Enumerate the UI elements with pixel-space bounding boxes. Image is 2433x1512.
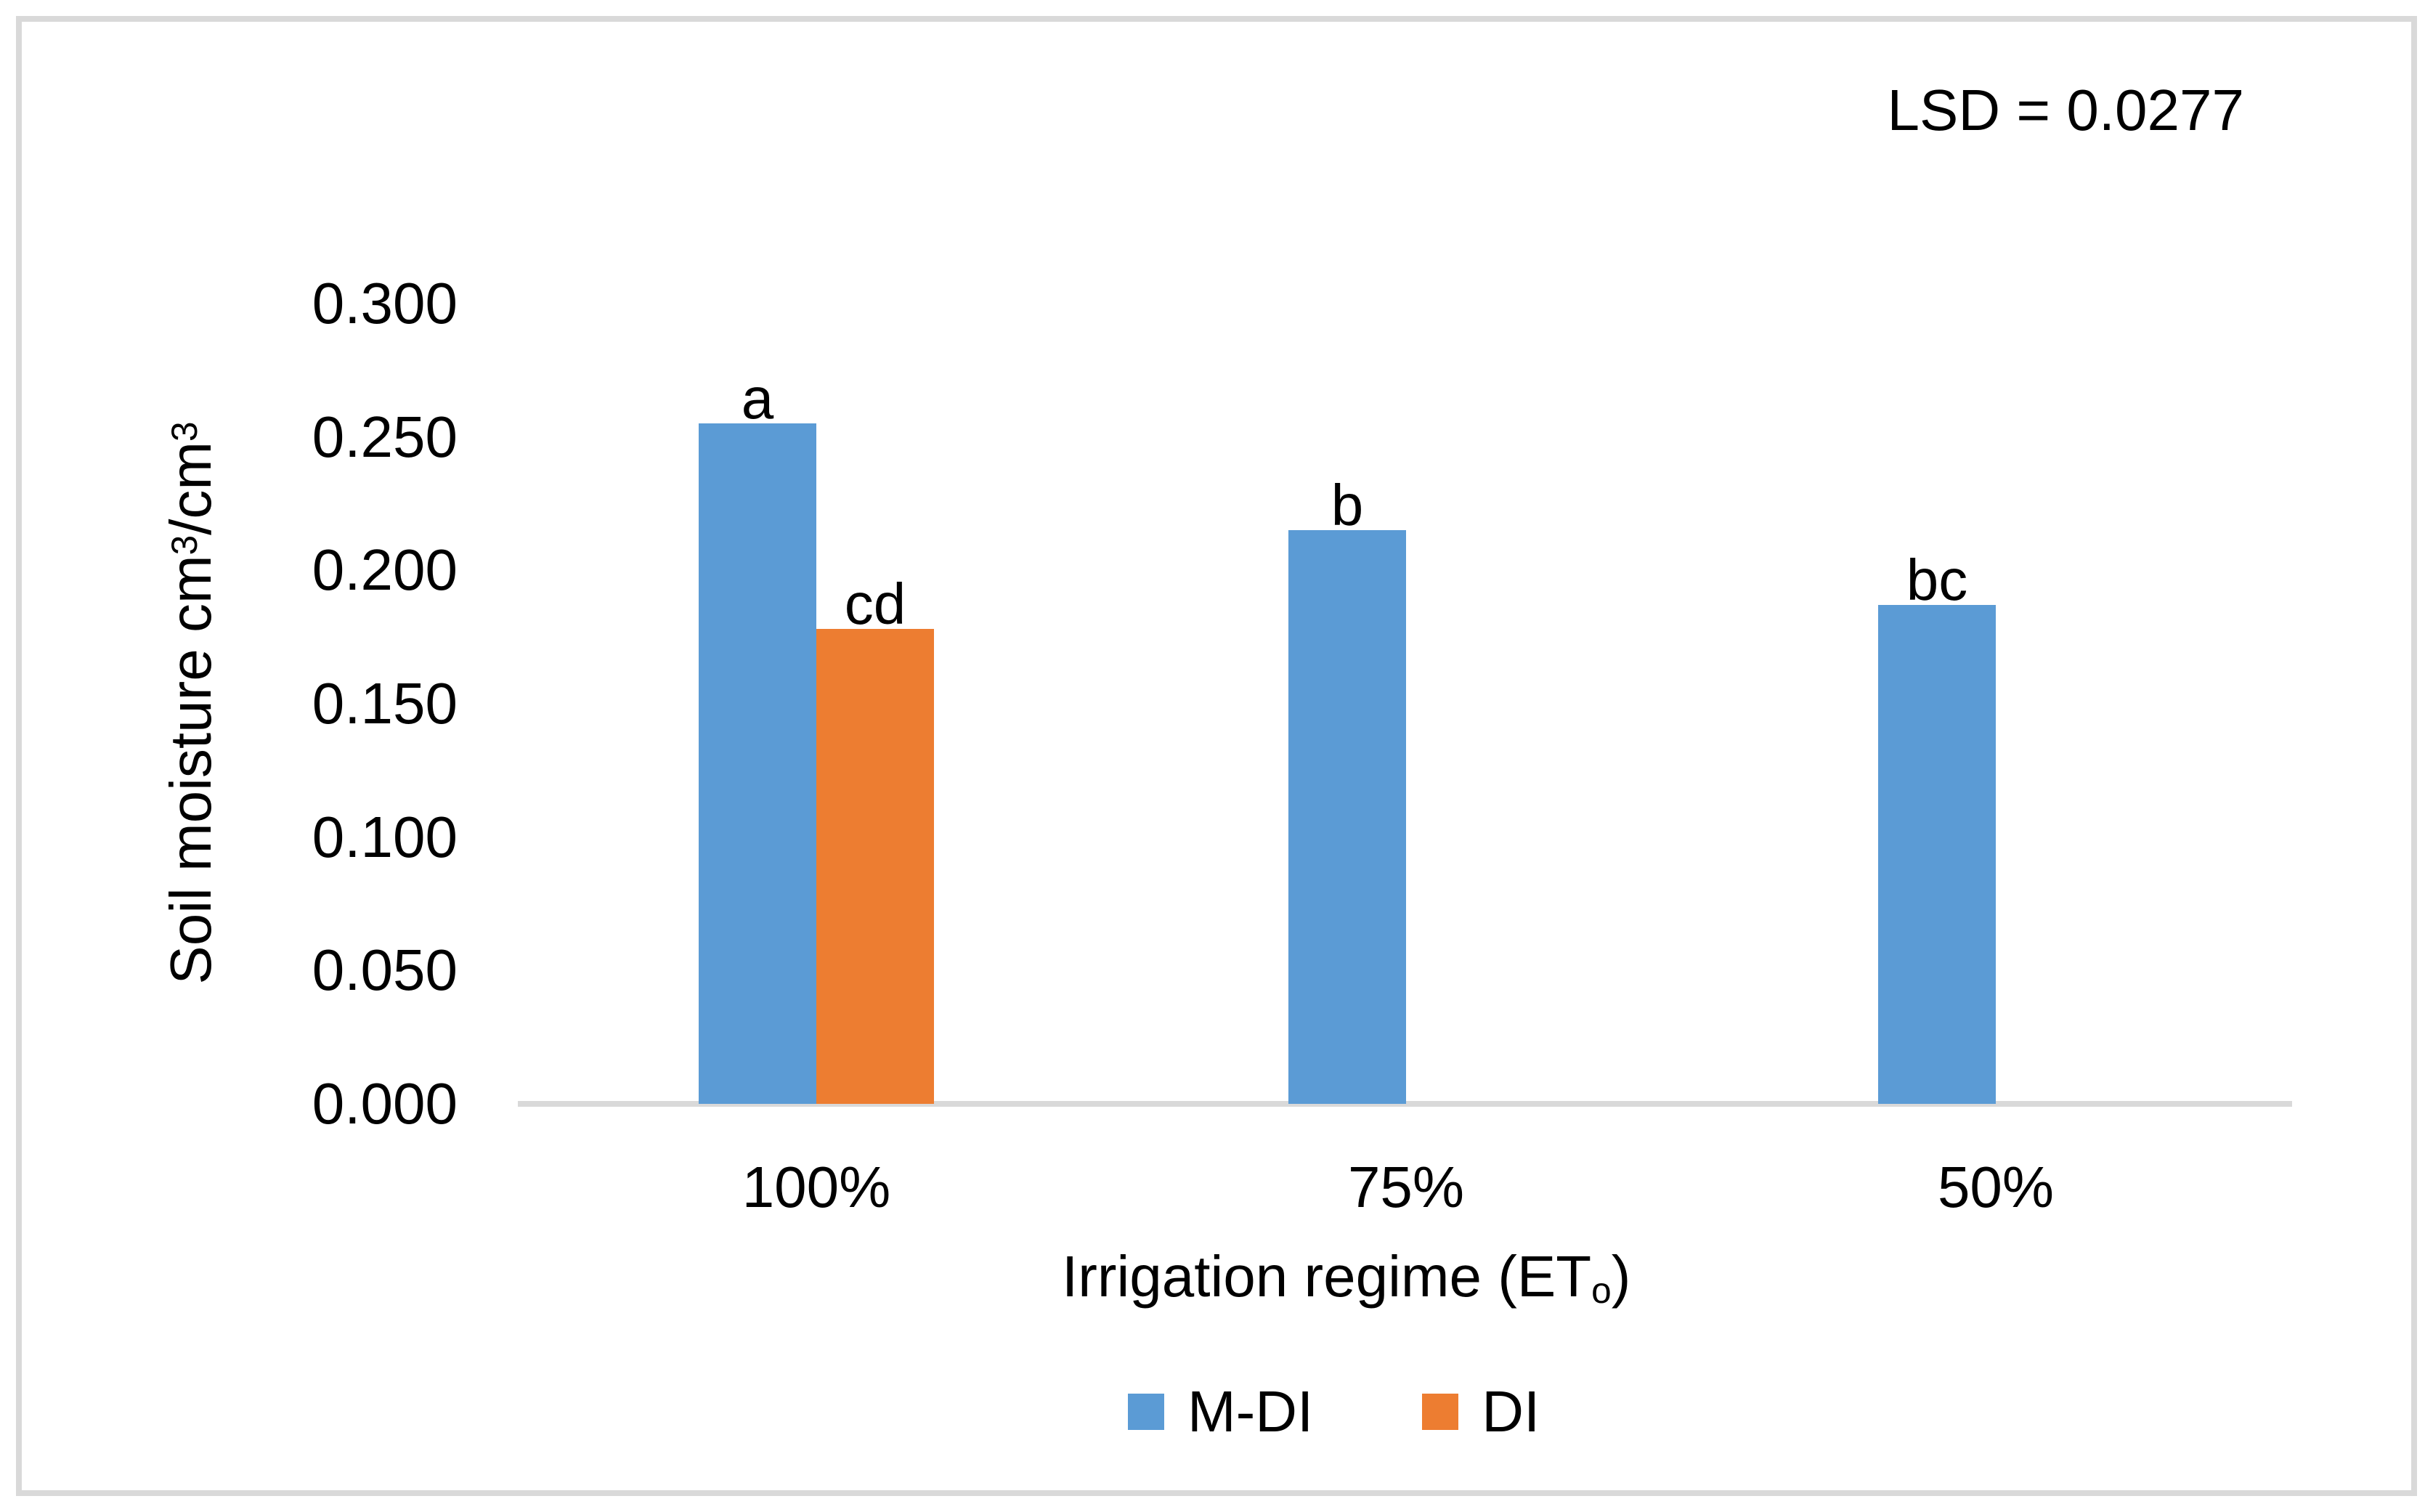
x-tick-label: 100% xyxy=(742,1155,891,1219)
chart-frame-border xyxy=(16,16,2417,1496)
superscript-3: 3 xyxy=(164,535,206,556)
y-tick-label: 0.150 xyxy=(312,671,458,736)
legend: M-DI DI xyxy=(1128,1383,1540,1441)
superscript-3: 3 xyxy=(164,421,206,442)
bar-m-di-75% xyxy=(1288,530,1406,1104)
bar-di-100% xyxy=(816,629,934,1104)
x-tick-label: 50% xyxy=(1937,1155,2055,1219)
y-tick-label: 0.200 xyxy=(312,537,458,603)
y-tick-label: 0.000 xyxy=(312,1071,458,1136)
x-tick-label: 75% xyxy=(1347,1155,1465,1219)
legend-swatch-m-di xyxy=(1128,1394,1164,1430)
y-axis-title: Soil moisture cm3/cm3 xyxy=(158,421,223,985)
legend-label-m-di: M-DI xyxy=(1187,1379,1314,1444)
legend-swatch-di xyxy=(1422,1394,1459,1430)
bar-sig-label: cd xyxy=(844,572,906,636)
x-axis-title: Irrigation regime (ETo) xyxy=(1062,1244,1631,1311)
legend-item-di: DI xyxy=(1422,1383,1540,1441)
bar-sig-label: bc xyxy=(1906,548,1968,612)
bar-m-di-100% xyxy=(699,423,816,1104)
lsd-annotation: LSD = 0.0277 xyxy=(1887,78,2244,142)
bar-sig-label: a xyxy=(741,366,774,431)
legend-item-m-di: M-DI xyxy=(1128,1383,1313,1441)
y-tick-label: 0.300 xyxy=(312,271,458,336)
subscript-o: o xyxy=(1591,1269,1612,1311)
bar-m-di-50% xyxy=(1878,605,1996,1104)
bar-sig-label: b xyxy=(1331,473,1364,537)
y-tick-label: 0.050 xyxy=(312,938,458,1003)
y-tick-label: 0.250 xyxy=(312,404,458,469)
y-tick-label: 0.100 xyxy=(312,804,458,869)
x-axis-line xyxy=(518,1101,2292,1107)
legend-label-di: DI xyxy=(1482,1379,1540,1444)
